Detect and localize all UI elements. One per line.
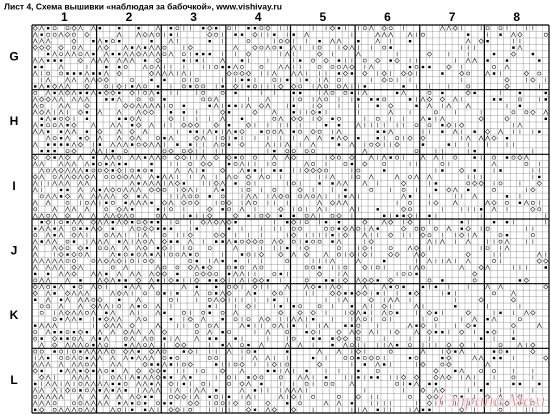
column-label: 2 xyxy=(126,10,133,24)
block-grid xyxy=(31,24,550,414)
column-label: 7 xyxy=(449,10,456,24)
circle-symbols xyxy=(33,26,548,412)
row-label: K xyxy=(10,308,19,322)
row-label: I xyxy=(12,179,15,193)
column-label: 4 xyxy=(255,10,262,24)
diamond-symbols xyxy=(32,25,549,413)
column-label: 5 xyxy=(319,10,326,24)
sheet-title: Лист 4, Схема вышивки «наблюдая за бабоч… xyxy=(4,1,282,11)
column-label: 1 xyxy=(61,10,68,24)
row-label: G xyxy=(9,50,18,64)
column-label: 3 xyxy=(190,10,197,24)
row-label: H xyxy=(10,114,19,128)
watermark: Страна Мам xyxy=(438,390,545,411)
column-label: 6 xyxy=(384,10,391,24)
stitch-grid xyxy=(31,24,550,414)
row-label: J xyxy=(11,244,18,258)
row-label: L xyxy=(10,373,17,387)
triangle-symbols xyxy=(32,25,549,413)
bar-symbols xyxy=(34,26,547,412)
column-label: 8 xyxy=(513,10,520,24)
